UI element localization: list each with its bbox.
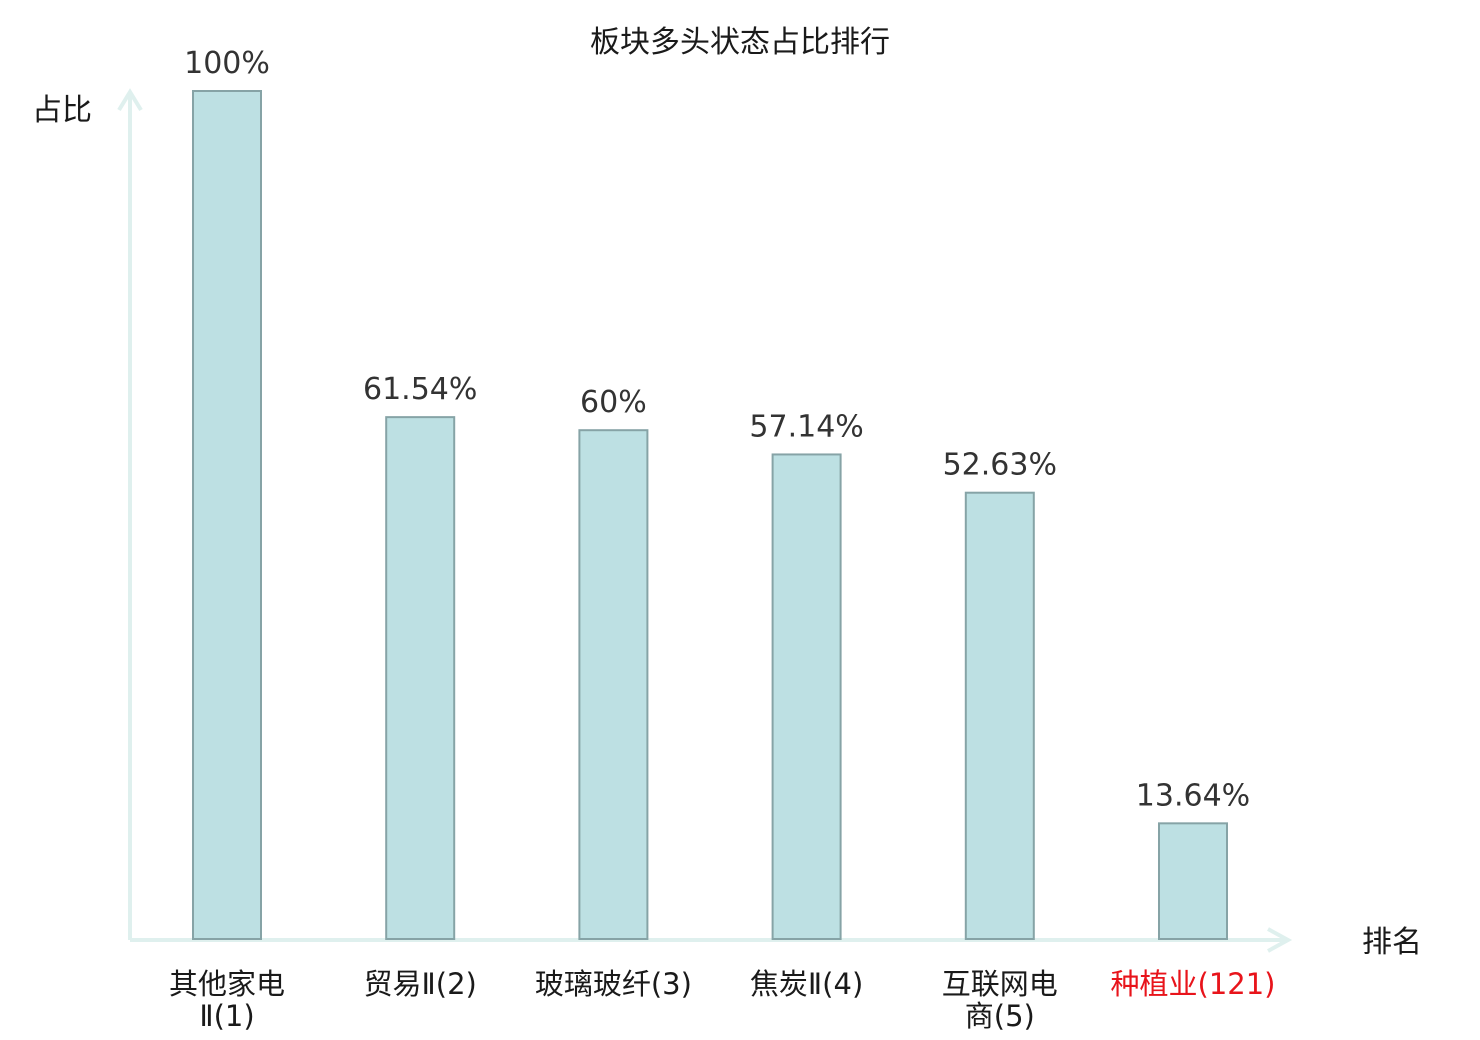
bar-value-label: 52.63% (943, 448, 1057, 483)
y-axis (117, 88, 143, 940)
x-tick-label: 贸易Ⅱ(2) (364, 967, 477, 1001)
bar (964, 491, 1035, 940)
x-axis-arrow (1267, 927, 1293, 953)
y-axis-label: 占比 (32, 93, 92, 128)
chart-title: 板块多头状态占比排行 (590, 25, 890, 60)
bar-value-label: 100% (184, 46, 270, 81)
x-tick-label: 互联网电 (942, 967, 1058, 1001)
data-labels: 100% 61.54% 60% 57.14% 52.63% 13.64% (184, 46, 1250, 813)
bar-value-label: 57.14% (749, 409, 863, 444)
x-tick-label: 玻璃玻纤(3) (535, 967, 692, 1001)
bar (385, 416, 456, 940)
bar-value-label: 60% (580, 385, 647, 420)
x-tick-label: 其他家电 (169, 967, 285, 1001)
bar-value-label: 61.54% (363, 372, 477, 407)
x-axis (130, 927, 1293, 953)
bar-series (192, 90, 1228, 941)
bar-value-label: 13.64% (1136, 778, 1250, 813)
bar (192, 90, 262, 940)
x-tick-label: 焦炭Ⅱ(4) (750, 967, 863, 1001)
bar (578, 429, 649, 940)
x-tick-label: 种植业(121) (1111, 967, 1276, 1001)
x-axis-label: 排名 (1362, 925, 1422, 960)
x-tick-label: 商(5) (965, 999, 1035, 1033)
y-axis-arrow (117, 88, 143, 112)
x-tick-label: Ⅱ(1) (199, 999, 254, 1033)
bar (1158, 822, 1228, 941)
bar (771, 453, 842, 940)
